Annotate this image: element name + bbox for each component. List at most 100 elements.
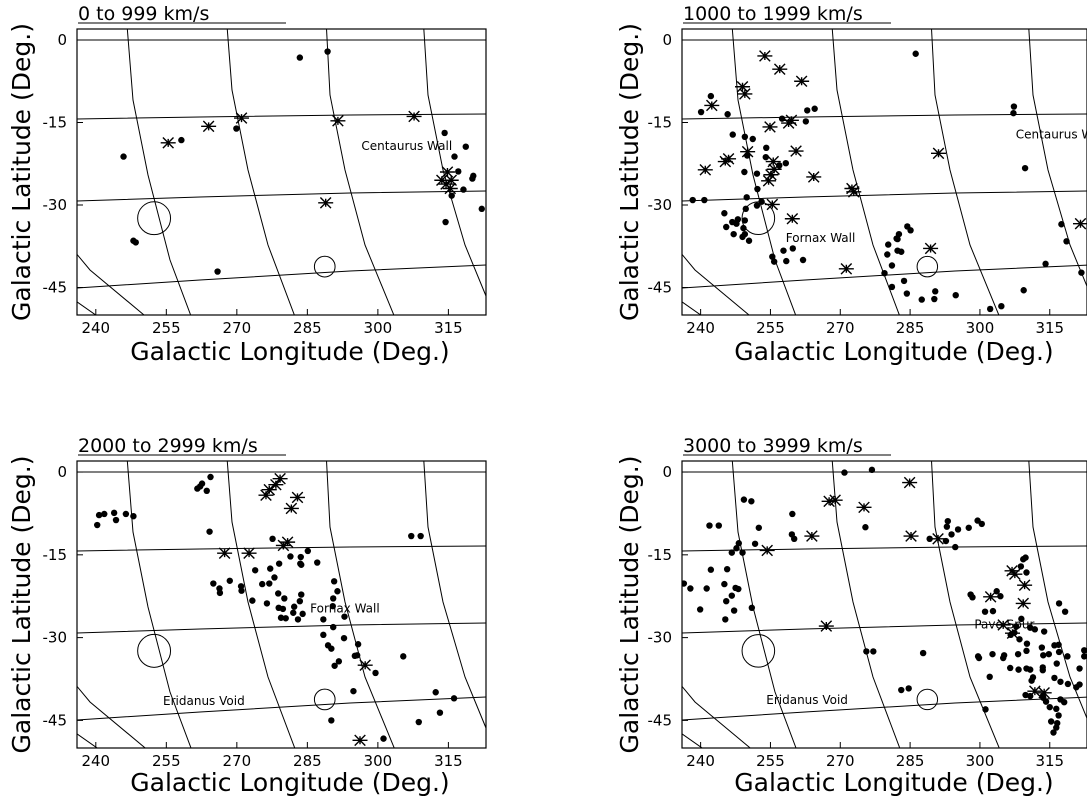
- panel-3: 240 255 270 285 300 315 0 -15 -30 -45 2000 to 2999…: [7, 435, 487, 797]
- galaxy-dot: [194, 485, 201, 492]
- x-axis-title: Galactic Longitude (Deg.): [734, 337, 1053, 366]
- galaxy-star: [330, 115, 346, 127]
- galaxy-dot: [478, 205, 485, 213]
- x-tick-label: 285: [293, 752, 322, 770]
- galaxy-dot: [304, 547, 312, 555]
- region-annotation: Centaurus Wall: [1016, 128, 1087, 142]
- x-tick-label: 315: [434, 319, 463, 337]
- x-tick-label: 300: [364, 319, 393, 337]
- galaxy-star: [761, 175, 777, 187]
- galaxy-dot: [707, 92, 715, 100]
- galaxy-dot: [122, 510, 130, 518]
- galaxy-dot: [1063, 238, 1070, 245]
- galaxy-dot: [696, 606, 704, 613]
- galaxy-dot: [1022, 554, 1029, 561]
- galaxy-star: [902, 476, 918, 489]
- x-tick-label: 300: [966, 319, 995, 337]
- meridian-line: [731, 461, 797, 748]
- galaxy-star: [697, 164, 713, 176]
- galaxy-dot: [380, 735, 387, 742]
- galaxy-star: [443, 174, 459, 187]
- galaxy-star: [764, 198, 780, 211]
- galaxy-dot: [450, 695, 458, 702]
- region-annotation: Eridanus Void: [163, 694, 245, 708]
- galaxy-dot: [298, 561, 305, 568]
- parallel-line: [77, 696, 486, 721]
- galaxy-dot: [1055, 712, 1062, 719]
- x-tick-label: 315: [1035, 752, 1064, 770]
- galaxy-star: [704, 99, 720, 112]
- panel-title: 3000 to 3999 km/s: [683, 435, 863, 457]
- y-tick-label: 0: [662, 463, 672, 481]
- meridian-line: [77, 301, 97, 315]
- galaxy-star: [772, 63, 788, 75]
- galaxy-dot: [762, 153, 769, 161]
- galaxy-dot: [1053, 724, 1060, 731]
- galaxy-dot: [130, 237, 137, 244]
- open-circle: [313, 255, 336, 278]
- galaxy-dot: [432, 689, 439, 696]
- galaxy-dot: [790, 535, 798, 543]
- galaxy-dot: [739, 549, 746, 556]
- galaxy-dot: [748, 604, 756, 612]
- meridian-line: [1028, 29, 1087, 288]
- plot-frame: [76, 460, 487, 749]
- galaxy-star: [806, 171, 822, 183]
- galaxy-dot: [895, 230, 903, 238]
- galaxy-dot: [975, 654, 983, 662]
- galaxy-star: [272, 472, 288, 485]
- galaxy-dot: [1057, 678, 1064, 685]
- galaxy-star: [903, 530, 919, 542]
- panel-title: 0 to 999 km/s: [78, 3, 209, 25]
- parallel-line: [77, 545, 486, 552]
- galaxy-dot: [1058, 221, 1065, 228]
- galaxy-dot: [997, 593, 1004, 600]
- y-tick-label: -15: [648, 114, 673, 132]
- galaxy-dot: [898, 686, 905, 694]
- galaxy-dot: [778, 115, 786, 122]
- meridian-line: [423, 29, 486, 298]
- galaxy-dot: [1073, 684, 1080, 691]
- galaxy-dot: [944, 517, 952, 525]
- galaxy-dot: [802, 118, 810, 125]
- open-circle: [741, 634, 776, 668]
- galaxy-dot: [94, 521, 101, 529]
- galaxy-dot: [743, 194, 750, 201]
- galaxy-dot: [1040, 628, 1048, 635]
- galaxy-dot: [1045, 650, 1053, 658]
- y-tick-label: 0: [57, 463, 67, 481]
- galaxy-dot: [277, 614, 285, 621]
- galaxy-star: [352, 734, 368, 747]
- galaxy-dot: [954, 526, 962, 533]
- galaxy-dot: [932, 288, 939, 295]
- open-circle: [313, 688, 336, 711]
- galaxy-star: [931, 147, 946, 160]
- y-tick-label: -15: [43, 114, 68, 132]
- galaxy-dot: [275, 560, 283, 567]
- galaxy-dot: [723, 565, 731, 573]
- galaxy-dot: [441, 129, 448, 137]
- galaxy-star: [261, 483, 277, 496]
- parallel-line: [682, 264, 1087, 289]
- galaxy-dot: [986, 305, 994, 313]
- galaxy-dot: [981, 608, 989, 615]
- galaxy-dot: [728, 549, 736, 556]
- galaxy-dot: [1023, 569, 1030, 576]
- galaxy-star: [737, 88, 753, 100]
- galaxy-dot: [460, 186, 467, 193]
- galaxy-dot: [462, 143, 469, 150]
- galaxy-dot: [290, 603, 298, 610]
- parallel-line: [77, 264, 486, 289]
- galaxy-dot: [353, 652, 361, 659]
- open-circle: [916, 255, 939, 278]
- y-tick-label: -30: [43, 196, 68, 214]
- galaxy-dot: [749, 135, 756, 143]
- galaxy-dot: [320, 616, 327, 623]
- galaxy-dot: [687, 585, 694, 592]
- galaxy-dot: [350, 687, 357, 695]
- galaxy-star: [735, 80, 751, 93]
- galaxy-dot: [216, 589, 224, 597]
- y-tick-label: -15: [43, 546, 68, 564]
- galaxy-dot: [745, 237, 753, 244]
